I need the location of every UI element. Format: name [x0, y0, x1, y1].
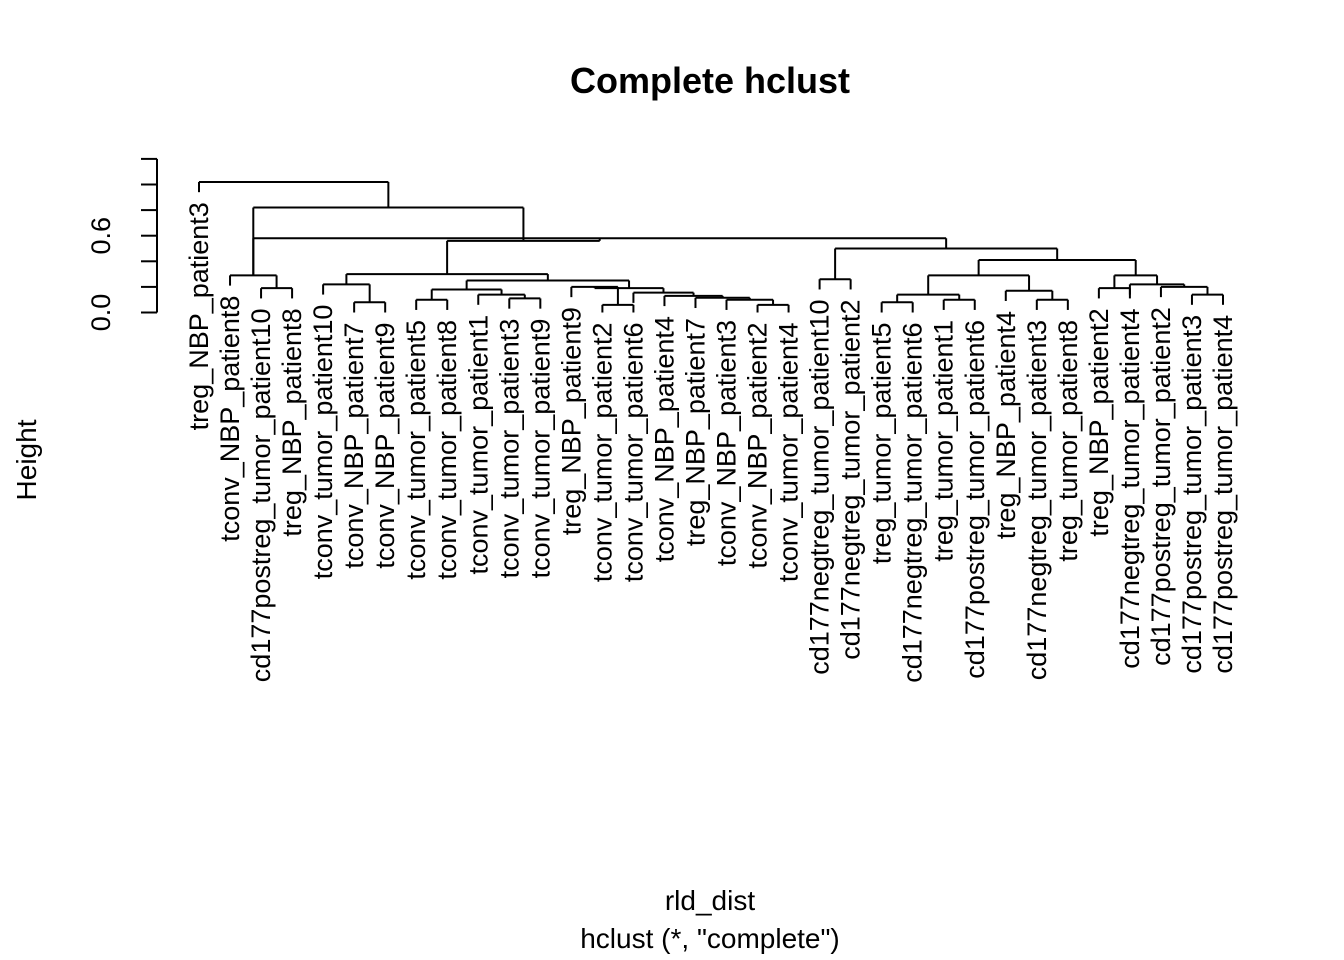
leaf-labels: treg_NBP_patient3 tconv_NBP_patient8 cd177…	[184, 202, 1238, 683]
leaf-label: tconv_tumor_patient3	[494, 319, 524, 579]
leaf-label: tconv_tumor_patient8	[432, 320, 462, 580]
leaf-label: tconv_tumor_patient1	[463, 315, 493, 575]
leaf-label: cd177postreg_tumor_patient3	[1177, 315, 1207, 674]
leaf-label: treg_NBP_patient7	[680, 318, 710, 546]
leaf-label: treg_NBP_patient8	[277, 308, 307, 536]
leaf-label: tconv_NBP_patient3	[712, 320, 742, 566]
leaf-label: treg_tumor_patient5	[867, 323, 897, 565]
leaf-label: tconv_tumor_patient2	[587, 323, 617, 583]
leaf-label: cd177negtreg_tumor_patient10	[805, 299, 835, 674]
leaf-label: treg_NBP_patient9	[556, 307, 586, 535]
y-axis: 0.0 0.6	[86, 157, 158, 332]
leaf-label: tconv_tumor_patient4	[774, 323, 804, 583]
x-axis-label: rld_dist	[665, 885, 755, 916]
leaf-label: cd177negtreg_tumor_patient4	[1115, 308, 1145, 668]
leaf-label: treg_NBP_patient3	[184, 202, 214, 430]
leaf-label: cd177postreg_tumor_patient6	[960, 320, 990, 679]
leaf-label: tconv_NBP_patient9	[370, 323, 400, 569]
leaf-label: tconv_tumor_patient10	[308, 305, 338, 580]
leaf-label: tconv_tumor_patient5	[401, 320, 431, 580]
y-axis-label: Height	[11, 419, 42, 500]
leaf-label: cd177negtreg_tumor_patient3	[1022, 320, 1052, 680]
leaf-label: tconv_NBP_patient2	[743, 323, 773, 569]
leaf-label: cd177negtreg_tumor_patient2	[836, 299, 866, 659]
leaf-label: treg_tumor_patient1	[929, 320, 959, 562]
leaf-label: treg_tumor_patient8	[1053, 320, 1083, 562]
y-tick-label: 0.6	[86, 217, 116, 255]
leaf-label: cd177postreg_tumor_patient2	[1146, 307, 1176, 666]
dendrogram-branches	[198, 180, 1224, 313]
leaf-label: tconv_tumor_patient9	[525, 319, 555, 579]
chart-subtitle: hclust (*, "complete")	[580, 923, 840, 954]
leaf-label: cd177postreg_tumor_patient10	[246, 308, 276, 682]
leaf-label: tconv_NBP_patient7	[339, 323, 369, 569]
leaf-label: cd177negtreg_tumor_patient6	[898, 323, 928, 683]
chart-title: Complete hclust	[570, 60, 850, 101]
leaf-label: tconv_NBP_patient4	[649, 316, 679, 562]
leaf-label: treg_NBP_patient2	[1084, 308, 1114, 536]
leaf-label: cd177postreg_tumor_patient4	[1208, 315, 1238, 674]
leaf-label: treg_NBP_patient4	[991, 311, 1021, 539]
y-tick-label: 0.0	[86, 294, 116, 332]
leaf-label: tconv_NBP_patient8	[215, 296, 245, 542]
leaf-label: tconv_tumor_patient6	[618, 323, 648, 583]
